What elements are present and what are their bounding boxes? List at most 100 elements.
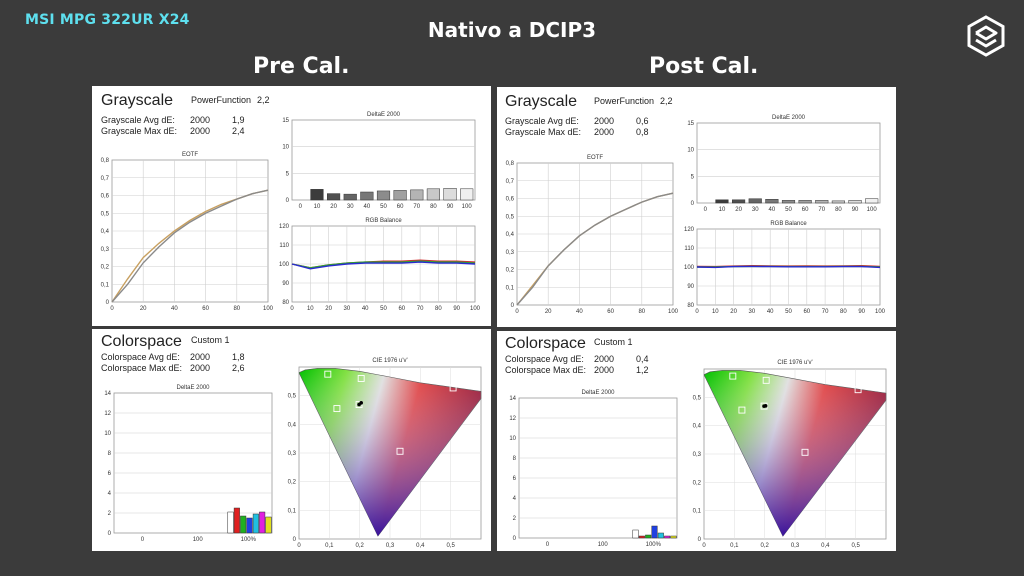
x-tick-label: 70 xyxy=(818,207,825,213)
plot-area xyxy=(113,392,273,534)
pre-power-value: 2,2 xyxy=(257,95,270,105)
y-tick-label: 0,1 xyxy=(288,508,297,514)
x-tick-label: 10 xyxy=(719,207,726,213)
x-tick-label: 0 xyxy=(515,309,519,315)
target-marker xyxy=(729,372,737,380)
bar xyxy=(831,200,845,204)
pre-gs-avg-ref: 2000 xyxy=(190,115,210,125)
y-tick-label: 0 xyxy=(691,201,695,207)
bar xyxy=(632,529,639,539)
hexagon-logo-icon xyxy=(967,15,1005,57)
chart-title: DeltaE 2000 xyxy=(176,385,210,391)
x-tick-label: 0 xyxy=(297,543,301,549)
x-tick-label: 60 xyxy=(802,207,809,213)
pre-colorspace-title: Colorspace xyxy=(101,333,182,350)
post-cs-avg-label: Colorspace Avg dE: xyxy=(505,354,584,364)
bar xyxy=(638,535,645,539)
y-tick-label: 10 xyxy=(687,148,694,154)
bar xyxy=(240,515,247,534)
bar xyxy=(246,517,253,534)
bar xyxy=(670,535,677,539)
x-tick-label: 80 xyxy=(430,204,437,210)
bar xyxy=(343,193,357,201)
post-cs-max-ref: 2000 xyxy=(594,365,614,375)
y-tick-label: 14 xyxy=(509,396,516,402)
y-tick-label: 6 xyxy=(108,471,112,477)
y-tick-label: 0,2 xyxy=(693,480,702,486)
chart-title: EOTF xyxy=(182,152,198,158)
x-tick-label: 30 xyxy=(749,309,756,315)
x-tick-label: 100% xyxy=(646,542,662,548)
x-tick-label: 100 xyxy=(867,207,878,213)
y-tick-label: 10 xyxy=(282,145,289,151)
bar xyxy=(748,198,762,204)
x-tick-label: 100% xyxy=(241,537,257,543)
bar xyxy=(657,532,664,539)
y-tick-label: 0,7 xyxy=(101,176,110,182)
y-tick-label: 0,1 xyxy=(506,285,515,291)
x-tick-label: 100 xyxy=(668,309,679,315)
x-tick-label: 0,5 xyxy=(446,543,455,549)
y-tick-label: 0,4 xyxy=(506,232,515,238)
y-tick-label: 0 xyxy=(511,303,515,309)
x-tick-label: 40 xyxy=(171,306,178,312)
x-tick-label: 80 xyxy=(435,306,442,312)
y-tick-label: 100 xyxy=(279,262,290,268)
pre-cs-avg-value: 1,8 xyxy=(232,352,245,362)
target-marker xyxy=(396,447,404,455)
y-tick-label: 4 xyxy=(108,491,112,497)
post-power-value: 2,2 xyxy=(660,96,673,106)
y-tick-label: 0,4 xyxy=(693,424,702,430)
x-tick-label: 90 xyxy=(453,306,460,312)
x-tick-label: 100 xyxy=(470,306,481,312)
pre-cs-avg-label: Colorspace Avg dE: xyxy=(101,352,180,362)
post-cie-chart: CIE 1976 u'v' 0 0,1 0,2 0,3 0,4 0,5 0 0,1 0,2 0,3 0… xyxy=(693,360,887,549)
bar xyxy=(815,200,829,204)
y-tick-label: 12 xyxy=(509,416,516,422)
y-tick-label: 6 xyxy=(513,476,517,482)
post-grayscale-panel: Grayscale PowerFunction 2,2 Grayscale Av… xyxy=(497,87,896,327)
y-tick-label: 0,8 xyxy=(506,161,515,167)
series-line-1 xyxy=(111,189,269,303)
x-tick-label: 90 xyxy=(447,204,454,210)
bar xyxy=(865,198,879,204)
x-tick-label: 0 xyxy=(702,543,706,549)
pre-gs-max-label: Grayscale Max dE: xyxy=(101,126,177,136)
x-tick-label: 0 xyxy=(546,542,550,548)
chart-title: DeltaE 2000 xyxy=(581,390,615,396)
post-colorspace-subtitle: Custom 1 xyxy=(594,337,633,347)
series-line-2 xyxy=(291,261,476,270)
x-tick-label: 10 xyxy=(307,306,314,312)
bar xyxy=(715,199,729,204)
x-tick-label: 70 xyxy=(822,309,829,315)
bar xyxy=(233,507,240,534)
post-gs-max-label: Grayscale Max dE: xyxy=(505,127,581,137)
x-tick-label: 50 xyxy=(380,204,387,210)
pre-gs-avg-value: 1,9 xyxy=(232,115,245,125)
x-tick-label: 70 xyxy=(417,306,424,312)
y-tick-label: 0 xyxy=(293,537,297,543)
x-tick-label: 40 xyxy=(767,309,774,315)
y-tick-label: 0,2 xyxy=(101,265,110,271)
chart-title: DeltaE 2000 xyxy=(772,115,806,121)
post-color-deltae-chart: DeltaE 2000 0 2 4 6 8 10 12 14 0 100 100% xyxy=(509,390,678,548)
y-tick-label: 8 xyxy=(108,451,112,457)
x-tick-label: 60 xyxy=(398,306,405,312)
post-gs-avg-label: Grayscale Avg dE: xyxy=(505,116,579,126)
y-tick-label: 120 xyxy=(279,224,290,230)
x-tick-label: 80 xyxy=(233,306,240,312)
bar xyxy=(460,188,474,201)
post-gs-max-value: 0,8 xyxy=(636,127,649,137)
y-tick-label: 0,2 xyxy=(288,480,297,486)
plot-area xyxy=(696,122,881,204)
x-tick-label: 90 xyxy=(858,309,865,315)
pre-color-deltae-chart: DeltaE 2000 0 2 4 6 8 10 12 14 0 100 100% xyxy=(104,385,273,543)
x-tick-label: 50 xyxy=(785,207,792,213)
target-marker xyxy=(753,490,761,498)
y-tick-label: 100 xyxy=(684,265,695,271)
x-tick-label: 30 xyxy=(347,204,354,210)
y-tick-label: 0,6 xyxy=(506,197,515,203)
y-tick-label: 0,5 xyxy=(101,211,110,217)
post-cs-max-value: 1,2 xyxy=(636,365,649,375)
brand-label: MSI MPG 322UR X24 xyxy=(25,12,190,28)
